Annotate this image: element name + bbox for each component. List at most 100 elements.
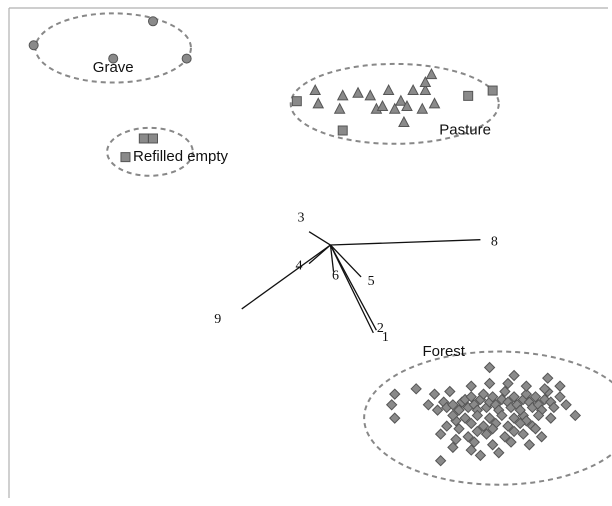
diamond-point: [477, 388, 490, 400]
vector-label-1: 1: [382, 330, 389, 345]
square-point: [148, 133, 158, 144]
triangle-point: [364, 89, 377, 101]
vector-label-5: 5: [368, 274, 375, 289]
diamond-point: [447, 409, 459, 422]
diamond-point: [514, 417, 526, 430]
diamond-point: [548, 401, 560, 414]
diamond-point: [486, 439, 499, 451]
ellipse-pasture: [289, 62, 500, 145]
diamond-point: [505, 436, 517, 448]
circle-point: [148, 16, 158, 27]
diamond-point: [465, 444, 477, 456]
label-forest: Forest: [422, 343, 465, 360]
triangle-point: [428, 97, 441, 109]
diamond-point: [529, 423, 542, 435]
triangle-point: [336, 89, 349, 101]
diamond-point: [465, 391, 477, 403]
diamond-point: [447, 441, 459, 454]
diamond-point: [468, 436, 481, 448]
diamond-point: [471, 409, 484, 422]
triangle-point: [352, 86, 364, 98]
ellipse-refilled-empty: [106, 126, 194, 177]
site-points: [28, 16, 581, 467]
square-point: [291, 96, 302, 107]
diamond-point: [459, 412, 471, 424]
triangle-point: [309, 83, 322, 96]
diamond-point: [520, 388, 533, 400]
triangle-point: [425, 67, 438, 80]
square-point: [337, 125, 348, 136]
diamond-point: [434, 428, 447, 440]
diamond-point: [569, 409, 581, 422]
diamond-point: [431, 404, 444, 416]
triangle-point: [398, 115, 410, 128]
diamond-point: [508, 425, 520, 438]
vector-label-9: 9: [214, 312, 221, 327]
diamond-point: [520, 380, 533, 392]
diamond-point: [483, 377, 496, 390]
diamond-point: [499, 431, 511, 443]
diamond-point: [532, 409, 545, 422]
square-point: [120, 152, 131, 163]
diamond-point: [529, 391, 542, 403]
diamond-point: [474, 449, 487, 462]
vector-5: [330, 244, 362, 278]
vector-label-2: 2: [377, 321, 384, 336]
diamond-point: [453, 404, 465, 416]
diamond-point: [508, 369, 520, 382]
triangle-point: [407, 83, 419, 96]
triangle-point: [395, 94, 407, 106]
label-grave: Grave: [93, 59, 134, 76]
diamond-point: [554, 380, 566, 392]
diamond-point: [545, 412, 557, 424]
diamond-point: [389, 412, 401, 424]
circle-point: [181, 53, 192, 64]
vector-9: [241, 244, 331, 310]
circle-point: [28, 40, 39, 51]
vector-label-8: 8: [491, 235, 498, 250]
diamond-point: [483, 412, 496, 424]
diamond-point: [496, 409, 508, 422]
vector-1: [329, 244, 374, 334]
diamond-point: [493, 447, 505, 459]
diamond-point: [385, 399, 398, 411]
diamond-point: [462, 431, 474, 443]
diamond-point: [450, 433, 462, 446]
triangle-point: [401, 99, 413, 112]
diamond-point: [535, 431, 548, 443]
diamond-point: [517, 428, 529, 440]
diamond-point: [465, 417, 477, 430]
diamond-point: [499, 385, 511, 398]
label-refilled-empty: Refilled empty: [133, 148, 229, 165]
vector-label-4: 4: [296, 259, 303, 274]
diamond-point: [453, 423, 465, 435]
diamond-point: [389, 388, 401, 400]
square-point: [138, 133, 149, 144]
diamond-point: [538, 383, 551, 395]
diamond-point: [434, 455, 447, 467]
diamond-point: [502, 420, 514, 432]
diamond-point: [422, 399, 435, 411]
square-point: [487, 85, 498, 96]
triangle-point: [312, 97, 325, 109]
triangle-point: [419, 75, 432, 88]
vector-label-6: 6: [332, 269, 339, 284]
diamond-point: [483, 361, 496, 374]
vector-label-3: 3: [298, 211, 305, 226]
vector-8: [330, 239, 481, 246]
group-labels: Grave Pasture Refilled empty Forest: [93, 59, 491, 360]
diamond-point: [542, 372, 554, 384]
circle-point: [108, 53, 119, 64]
diamond-point: [486, 423, 499, 435]
diamond-point: [508, 391, 520, 403]
triangle-point: [333, 102, 346, 114]
diamond-point: [441, 420, 453, 432]
diamond-point: [554, 391, 566, 403]
diamond-point: [560, 399, 572, 411]
diamond-point: [523, 439, 536, 451]
diamond-point: [471, 425, 484, 438]
label-pasture: Pasture: [439, 121, 491, 138]
diamond-point: [508, 412, 520, 424]
triangle-point: [382, 83, 395, 96]
